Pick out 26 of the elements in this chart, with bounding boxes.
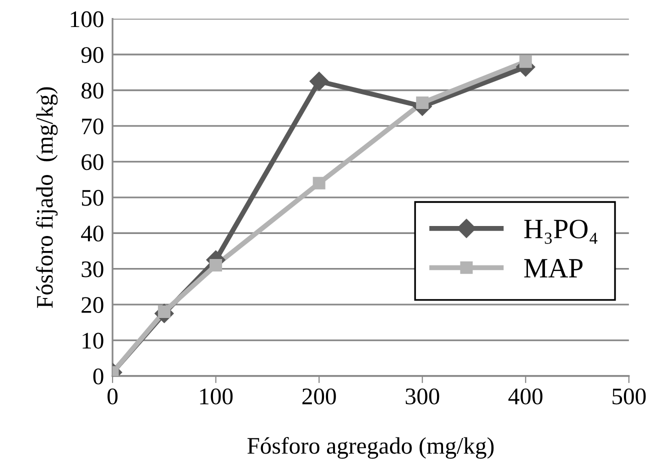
x-tick-label: 200 bbox=[302, 388, 336, 404]
y-tick-label: 80 bbox=[81, 82, 104, 99]
y-tick-label: 10 bbox=[82, 332, 104, 349]
y-tick-label: 30 bbox=[82, 261, 104, 278]
x-tick-label: 400 bbox=[508, 388, 542, 404]
x-tick-label: 500 bbox=[612, 388, 646, 404]
y-tick-label: 100 bbox=[70, 11, 104, 28]
y-tick-label: 90 bbox=[81, 47, 104, 63]
y-tick-label: 70 bbox=[82, 118, 104, 134]
x-tick-label: 300 bbox=[406, 388, 440, 404]
x-tick-label: 0 bbox=[108, 388, 118, 404]
point bbox=[310, 72, 329, 91]
legend-label: MAP bbox=[524, 259, 583, 278]
y-tick-label: 50 bbox=[82, 190, 104, 206]
y-tick-label: 0 bbox=[93, 368, 104, 384]
point bbox=[416, 96, 429, 109]
x-tick-label: 100 bbox=[200, 388, 233, 404]
legend-label: H₃PO₄ bbox=[524, 220, 598, 244]
y-tick-label: 40 bbox=[81, 226, 104, 242]
y-tick-label: 20 bbox=[82, 297, 104, 313]
y-axis-title: Fósforo fijado (mg/kg) bbox=[36, 87, 58, 308]
point bbox=[519, 55, 532, 68]
x-axis-title: Fósforo agregado (mg/kg) bbox=[247, 436, 494, 459]
y-tick-label: 60 bbox=[82, 154, 104, 170]
point bbox=[210, 259, 222, 272]
point bbox=[312, 176, 326, 190]
